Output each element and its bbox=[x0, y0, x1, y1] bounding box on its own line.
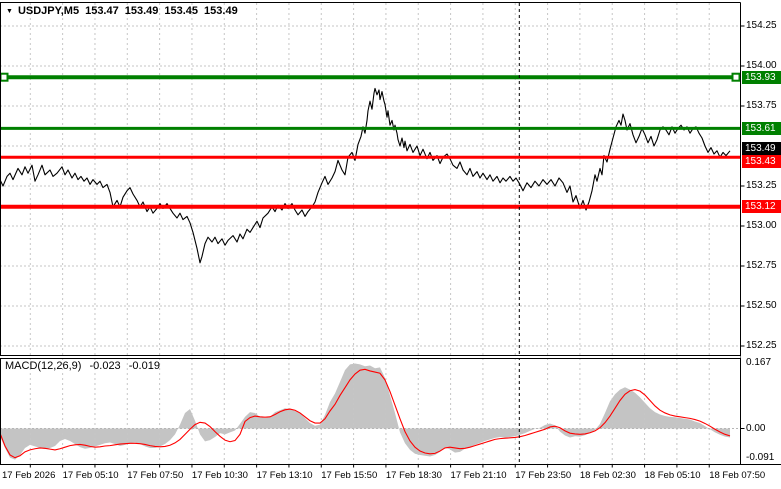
ohlc-open: 153.47 bbox=[85, 5, 119, 17]
time-axis-label: 17 Feb 18:30 bbox=[385, 470, 442, 481]
level-endpoint-marker[interactable] bbox=[731, 72, 741, 82]
time-axis-label: 18 Feb 02:30 bbox=[579, 470, 636, 481]
price-badge-resistance: 153.61 bbox=[742, 121, 781, 135]
time-axis-label: 17 Feb 15:50 bbox=[321, 470, 378, 481]
macd-signal-line bbox=[0, 368, 731, 459]
macd-value: -0.023 bbox=[89, 360, 121, 372]
price-axis-label: 152.50 bbox=[746, 300, 777, 311]
time-axis-label: 17 Feb 13:10 bbox=[256, 470, 313, 481]
macd-label: MACD(12,26,9) bbox=[5, 360, 82, 372]
macd-header: MACD(12,26,9) -0.023 -0.019 bbox=[5, 360, 160, 372]
time-axis-label: 17 Feb 10:30 bbox=[191, 470, 248, 481]
ohlc-low: 153.45 bbox=[164, 5, 199, 17]
price-badge-last-price: 153.49 bbox=[742, 141, 781, 155]
time-axis-label: 17 Feb 05:10 bbox=[62, 470, 119, 481]
price-axis-label: 152.25 bbox=[746, 340, 777, 351]
level-endpoint-marker[interactable] bbox=[0, 72, 9, 82]
time-axis-label: 18 Feb 05:10 bbox=[644, 470, 701, 481]
price-axis-label: 154.00 bbox=[746, 60, 777, 71]
time-axis-label: 17 Feb 21:10 bbox=[450, 470, 507, 481]
macd-signal-value: -0.019 bbox=[128, 360, 160, 372]
price-axis-label: 153.25 bbox=[746, 180, 777, 191]
price-badge-support: 153.43 bbox=[742, 154, 781, 168]
price-axis-label: 152.75 bbox=[746, 260, 777, 271]
price-line bbox=[0, 87, 731, 264]
price-axis-label: 154.25 bbox=[746, 20, 777, 31]
macd-axis-label: 0.167 bbox=[746, 357, 772, 368]
price-badge-resistance: 153.93 bbox=[742, 70, 781, 84]
symbol-dropdown-icon: ▼ bbox=[6, 7, 13, 15]
price-axis-label: 153.00 bbox=[746, 220, 777, 231]
panel-splitter[interactable] bbox=[0, 356, 741, 358]
ohlc-high: 153.49 bbox=[124, 5, 159, 17]
macd-axis-label: 0.00 bbox=[746, 422, 766, 434]
price-axis-label: 153.75 bbox=[746, 100, 777, 111]
time-axis-label: 17 Feb 2026 bbox=[2, 470, 56, 481]
chart-header: ▼ USDJPY,M5 153.47 153.49 153.45 153.49 bbox=[6, 5, 238, 17]
macd-axis-label: -0.091 bbox=[746, 452, 775, 463]
time-axis-label: 18 Feb 07:50 bbox=[709, 470, 766, 481]
symbol-timeframe-label: USDJPY,M5 bbox=[17, 5, 80, 17]
macd-histogram bbox=[0, 363, 730, 460]
time-axis-label: 17 Feb 23:50 bbox=[515, 470, 572, 481]
time-axis-label: 17 Feb 07:50 bbox=[127, 470, 184, 481]
ohlc-close: 153.49 bbox=[204, 5, 238, 17]
price-badge-support: 153.12 bbox=[742, 200, 781, 214]
